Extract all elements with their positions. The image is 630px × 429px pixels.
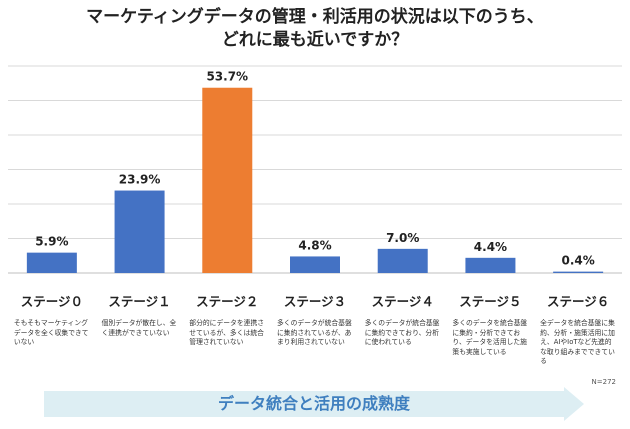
value-label-stage-1: 23.9% <box>119 173 161 187</box>
stage-label-6: ステージ６ <box>547 294 610 309</box>
value-label-stage-5: 4.4% <box>474 240 507 254</box>
stage-label-3: ステージ３ <box>283 294 347 309</box>
bar-stage-2 <box>202 87 253 273</box>
value-label-stage-0: 5.9% <box>35 235 68 249</box>
stage-description-1: 個別データが散在し、全く連携ができていない <box>101 319 177 337</box>
value-label-stage-2: 53.7% <box>206 70 248 84</box>
value-label-stage-3: 4.8% <box>298 238 331 252</box>
bar-stage-1 <box>114 190 165 273</box>
sample-size-label: N=272 <box>591 378 616 386</box>
stage-label-2: ステージ２ <box>196 294 259 309</box>
chart-title-line-1: マーケティングデータの管理・利活用の状況は以下のうち、 <box>86 7 544 27</box>
chart-title-line-2: どれに最も近いですか？ <box>221 30 409 50</box>
stage-label-4: ステージ４ <box>371 294 434 309</box>
maturity-arrow-label: データ統合と活用の成熟度 <box>217 394 410 413</box>
bar-stage-3 <box>290 256 340 273</box>
stage-label-5: ステージ５ <box>459 294 522 309</box>
stage-label-1: ステージ１ <box>108 294 171 309</box>
chart-title: マーケティングデータの管理・利活用の状況は以下のうち、 どれに最も近いですか？ <box>0 6 630 52</box>
bar-stage-4 <box>377 248 428 273</box>
value-label-stage-6: 0.4% <box>562 254 595 268</box>
stage-description-0: そもそもマーケティングデータを全く収集できていない <box>13 319 89 347</box>
stage-description-2: 部分的にデータを連携させているが、多くは統合管理されていない <box>189 319 265 347</box>
stage-description-5: 多くのデータを統合基盤に集約・分析できており、データを活用した施策も実施している <box>452 319 528 356</box>
stage-description-6: 全データを統合基盤に集約、分析・施策活用に加え、AIやIoTなど先進的な取り組み… <box>540 319 615 366</box>
value-label-stage-4: 7.0% <box>386 231 419 245</box>
stage-label-0: ステージ０ <box>20 294 83 309</box>
stage-description-4: 多くのデータが統合基盤に集約できており、分析に使われている <box>364 319 440 347</box>
bar-stage-5 <box>465 257 516 273</box>
bar-stage-6 <box>553 271 604 273</box>
stage-description-3: 多くのデータが統合基盤に集約されているが、あまり利用されていない <box>277 319 352 347</box>
bar-stage-0 <box>26 252 77 273</box>
maturity-arrow <box>44 387 584 421</box>
